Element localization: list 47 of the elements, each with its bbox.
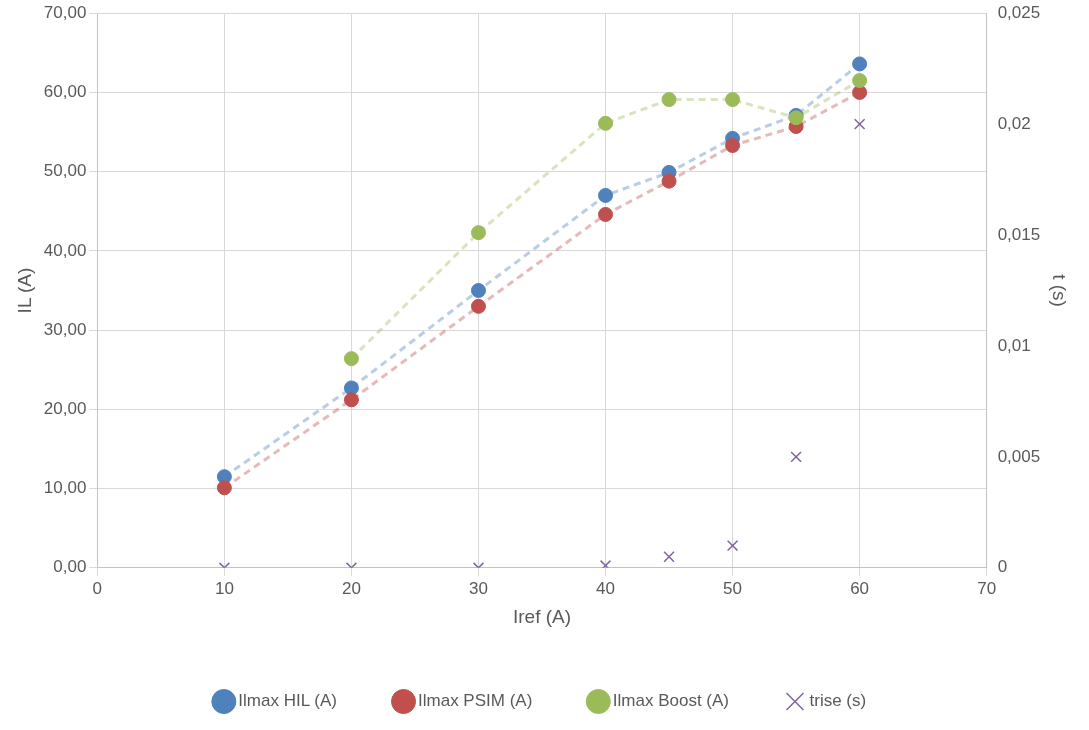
legend-label: trise (s) bbox=[809, 691, 867, 711]
point bbox=[661, 173, 677, 189]
point bbox=[216, 480, 232, 496]
y-tick-label: 50,00 bbox=[43, 161, 87, 181]
point bbox=[470, 225, 486, 241]
x-tick-label: 10 bbox=[214, 578, 234, 598]
legend-label: Ilmax Boost (A) bbox=[612, 691, 730, 711]
point bbox=[598, 206, 614, 222]
point bbox=[470, 283, 486, 298]
x-tick-label: 20 bbox=[341, 578, 361, 598]
point bbox=[598, 187, 614, 203]
point bbox=[725, 138, 741, 154]
y2-tick-label: 0 bbox=[997, 557, 1008, 577]
y-tick-label: 60,00 bbox=[43, 82, 87, 102]
legend-label: Ilmax PSIM (A) bbox=[418, 691, 533, 711]
point bbox=[661, 92, 677, 108]
x-tick-label: 40 bbox=[596, 578, 615, 598]
y-tick-label: 30,00 bbox=[43, 319, 87, 339]
point bbox=[790, 451, 802, 463]
x-axis-title: Iref (A) bbox=[512, 605, 572, 627]
y2-tick-label: 0,015 bbox=[997, 224, 1041, 244]
y2-axis-title: t (s) bbox=[1049, 274, 1071, 307]
y2-tick-label: 0,005 bbox=[997, 446, 1041, 466]
y2-tick-label: 0,02 bbox=[997, 113, 1031, 133]
y-tick-label: 10,00 bbox=[43, 478, 87, 498]
point bbox=[852, 73, 868, 89]
x-tick-label: 50 bbox=[723, 578, 743, 598]
point bbox=[725, 92, 741, 108]
point bbox=[343, 351, 359, 367]
x-tick-label: 70 bbox=[977, 578, 997, 598]
legend-label: Ilmax HIL (A) bbox=[238, 691, 337, 711]
y-tick-label: 0,00 bbox=[53, 557, 87, 577]
x-tick-label: 30 bbox=[469, 578, 488, 598]
x-tick-label: 60 bbox=[850, 578, 870, 598]
y2-tick-label: 0,01 bbox=[997, 335, 1031, 355]
y-axis-title: IL (A) bbox=[13, 267, 35, 314]
point bbox=[852, 56, 868, 72]
point bbox=[598, 115, 614, 131]
x-tick-label: 0 bbox=[92, 578, 103, 598]
y-tick-label: 40,00 bbox=[43, 240, 87, 260]
point bbox=[726, 539, 739, 552]
y-tick-label: 70,00 bbox=[43, 2, 87, 22]
point bbox=[343, 392, 359, 408]
point bbox=[470, 298, 486, 314]
point bbox=[853, 118, 866, 130]
y2-tick-label: 0,025 bbox=[997, 2, 1041, 22]
y-tick-label: 20,00 bbox=[43, 399, 87, 419]
